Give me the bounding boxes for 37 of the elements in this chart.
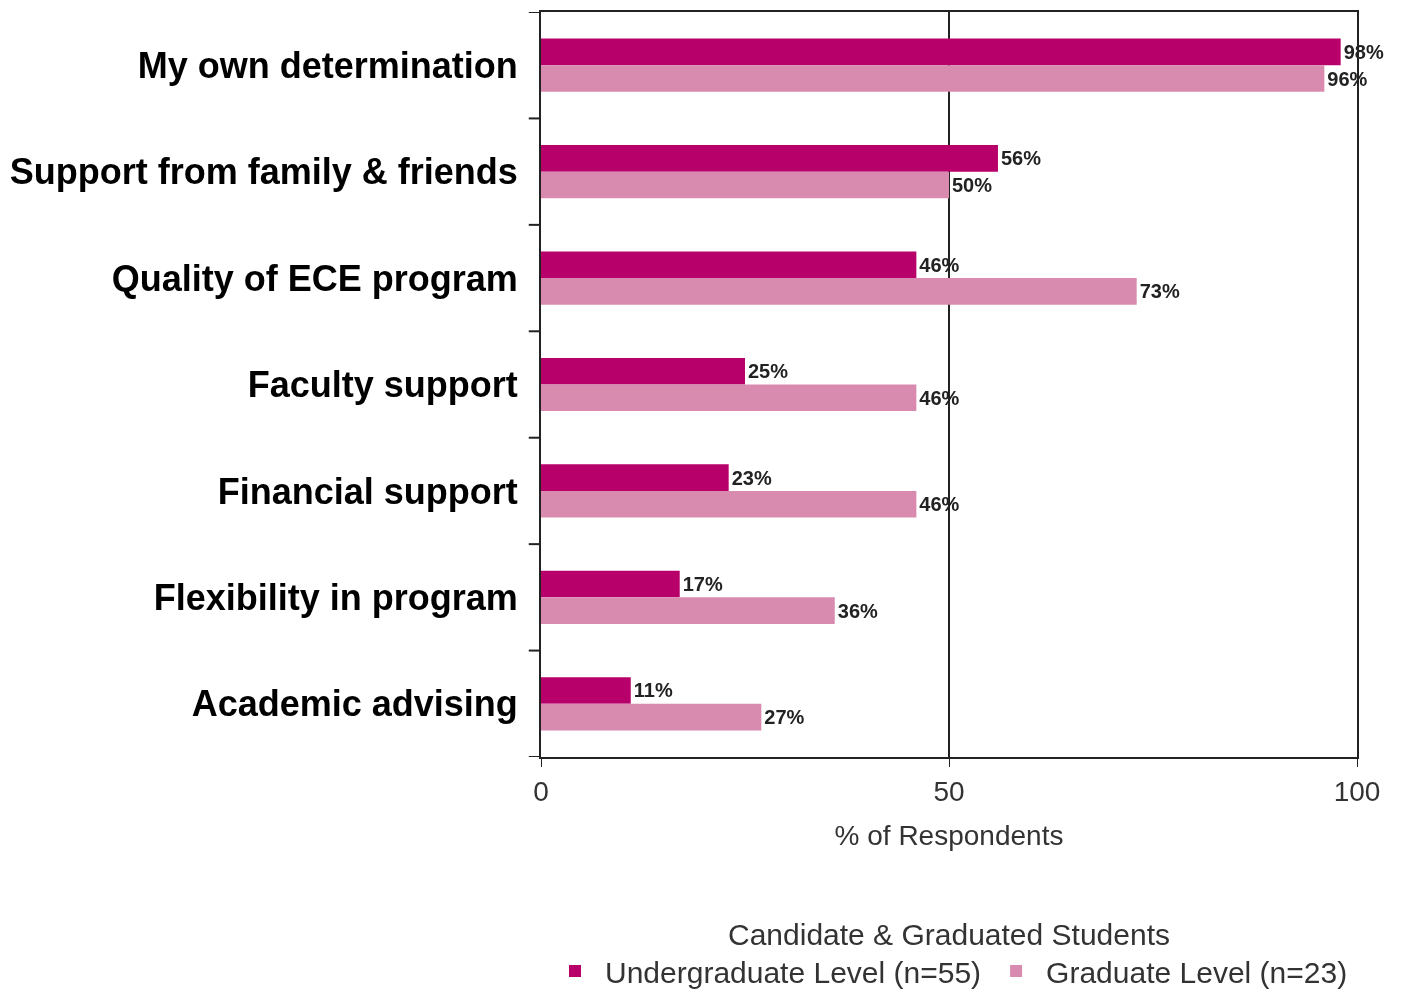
bar bbox=[541, 171, 949, 199]
x-axis-title: % of Respondents bbox=[834, 820, 1064, 852]
data-label: 56% bbox=[1000, 147, 1042, 170]
bar bbox=[541, 251, 917, 279]
bar bbox=[541, 38, 1341, 66]
legend-label: Undergraduate Level (n=55) bbox=[605, 955, 982, 989]
data-label: 17% bbox=[682, 573, 723, 596]
data-label: 27% bbox=[764, 706, 805, 729]
bar bbox=[541, 65, 1325, 92]
y-tick-label: Support from family & friends bbox=[9, 151, 518, 193]
x-tick-label: 0 bbox=[533, 775, 549, 807]
data-label: 25% bbox=[748, 360, 789, 383]
y-tick-label: Financial support bbox=[217, 470, 518, 512]
data-label: 36% bbox=[837, 599, 879, 622]
x-tick-label: 50 bbox=[933, 775, 965, 807]
bar bbox=[541, 464, 729, 491]
y-tick-label: Faculty support bbox=[247, 364, 518, 406]
y-tick-label: Academic advising bbox=[191, 683, 518, 725]
bar bbox=[541, 384, 917, 412]
bar bbox=[541, 677, 631, 704]
legend-label: Graduate Level (n=23) bbox=[1046, 955, 1348, 989]
bar bbox=[541, 703, 762, 731]
bar bbox=[541, 278, 1137, 305]
data-label: 11% bbox=[633, 679, 673, 702]
y-tick-label: My own determination bbox=[137, 44, 518, 86]
legend-title: Candidate & Graduated Students bbox=[728, 918, 1170, 951]
bar bbox=[541, 597, 835, 624]
data-label: 73% bbox=[1139, 280, 1180, 303]
bar bbox=[541, 490, 917, 518]
data-label: 23% bbox=[731, 466, 772, 489]
y-tick-label: Quality of ECE program bbox=[111, 257, 518, 299]
data-label: 50% bbox=[952, 173, 993, 196]
bar bbox=[541, 145, 998, 172]
y-tick-label: Flexibility in program bbox=[153, 576, 518, 618]
x-tick-label: 100 bbox=[1333, 775, 1381, 807]
bar bbox=[541, 357, 745, 385]
bar bbox=[541, 570, 680, 598]
